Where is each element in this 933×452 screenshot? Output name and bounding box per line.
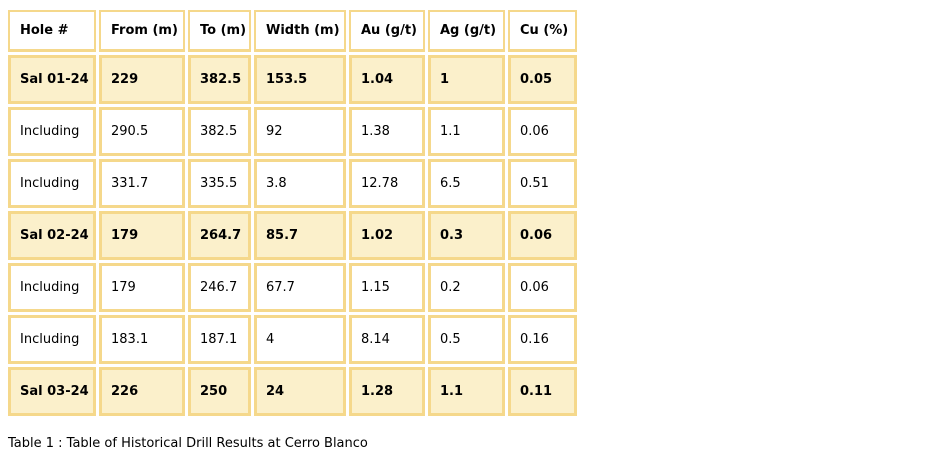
including-row: Including 290.5 382.5 92 1.38 1.1 0.06 [8, 107, 577, 156]
value-cell: 1.02 [349, 211, 425, 260]
table-caption: Table 1 : Table of Historical Drill Resu… [8, 436, 368, 451]
value-cell: 179 [99, 263, 185, 312]
column-header: From (m) [99, 10, 185, 52]
value-cell: 4 [254, 315, 346, 364]
hole-id-cell: Sal 02-24 [8, 211, 96, 260]
drill-results-table: Hole # From (m) To (m) Width (m) Au (g/t) Ag … [5, 7, 580, 419]
value-cell: 1.1 [428, 367, 505, 416]
table-body: Sal 01-24 229 382.5 153.5 1.04 1 0.05 Including… [8, 55, 577, 416]
value-cell: 92 [254, 107, 346, 156]
value-cell: 1 [428, 55, 505, 104]
value-cell: 331.7 [99, 159, 185, 208]
value-cell: 1.1 [428, 107, 505, 156]
value-cell: 1.28 [349, 367, 425, 416]
including-row: Including 179 246.7 67.7 1.15 0.2 0.06 [8, 263, 577, 312]
column-header: Cu (%) [508, 10, 577, 52]
hole-id-cell: Including [8, 263, 96, 312]
value-cell: 264.7 [188, 211, 251, 260]
value-cell: 179 [99, 211, 185, 260]
hole-result-row: Sal 02-24 179 264.7 85.7 1.02 0.3 0.06 [8, 211, 577, 260]
value-cell: 382.5 [188, 107, 251, 156]
value-cell: 229 [99, 55, 185, 104]
column-header: Ag (g/t) [428, 10, 505, 52]
value-cell: 3.8 [254, 159, 346, 208]
value-cell: 0.16 [508, 315, 577, 364]
column-header: To (m) [188, 10, 251, 52]
value-cell: 24 [254, 367, 346, 416]
hole-result-row: Sal 01-24 229 382.5 153.5 1.04 1 0.05 [8, 55, 577, 104]
hole-id-cell: Including [8, 107, 96, 156]
value-cell: 153.5 [254, 55, 346, 104]
value-cell: 67.7 [254, 263, 346, 312]
value-cell: 0.11 [508, 367, 577, 416]
value-cell: 0.3 [428, 211, 505, 260]
value-cell: 0.06 [508, 211, 577, 260]
column-header: Au (g/t) [349, 10, 425, 52]
including-row: Including 183.1 187.1 4 8.14 0.5 0.16 [8, 315, 577, 364]
column-header: Hole # [8, 10, 96, 52]
value-cell: 12.78 [349, 159, 425, 208]
page: Hole # From (m) To (m) Width (m) Au (g/t) Ag … [5, 7, 580, 451]
value-cell: 8.14 [349, 315, 425, 364]
including-row: Including 331.7 335.5 3.8 12.78 6.5 0.51 [8, 159, 577, 208]
value-cell: 85.7 [254, 211, 346, 260]
value-cell: 335.5 [188, 159, 251, 208]
hole-id-cell: Sal 01-24 [8, 55, 96, 104]
value-cell: 187.1 [188, 315, 251, 364]
value-cell: 246.7 [188, 263, 251, 312]
value-cell: 0.06 [508, 107, 577, 156]
value-cell: 1.38 [349, 107, 425, 156]
value-cell: 6.5 [428, 159, 505, 208]
value-cell: 250 [188, 367, 251, 416]
value-cell: 0.2 [428, 263, 505, 312]
value-cell: 382.5 [188, 55, 251, 104]
value-cell: 0.51 [508, 159, 577, 208]
column-header: Width (m) [254, 10, 346, 52]
header-row: Hole # From (m) To (m) Width (m) Au (g/t) Ag … [8, 10, 577, 52]
hole-id-cell: Including [8, 315, 96, 364]
value-cell: 0.5 [428, 315, 505, 364]
value-cell: 1.15 [349, 263, 425, 312]
value-cell: 226 [99, 367, 185, 416]
value-cell: 0.05 [508, 55, 577, 104]
value-cell: 0.06 [508, 263, 577, 312]
hole-result-row: Sal 03-24 226 250 24 1.28 1.1 0.11 [8, 367, 577, 416]
hole-id-cell: Sal 03-24 [8, 367, 96, 416]
value-cell: 290.5 [99, 107, 185, 156]
hole-id-cell: Including [8, 159, 96, 208]
value-cell: 183.1 [99, 315, 185, 364]
value-cell: 1.04 [349, 55, 425, 104]
